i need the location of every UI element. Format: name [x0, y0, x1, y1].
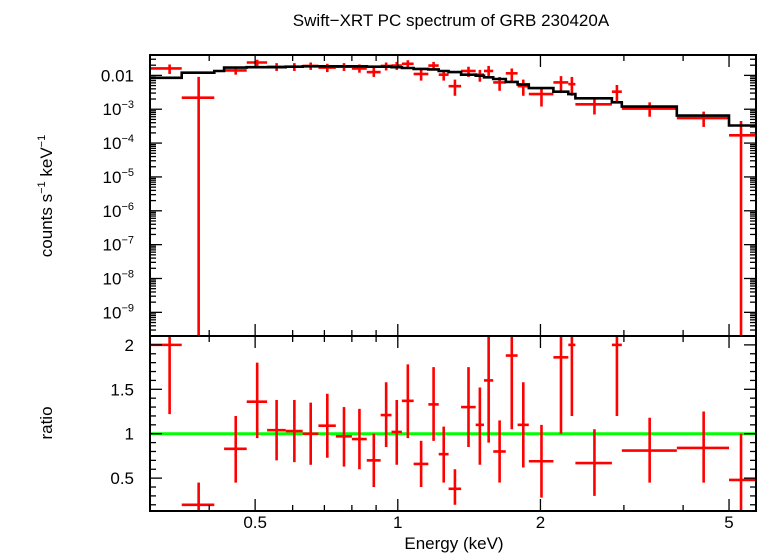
ratio-data-point: [461, 367, 476, 448]
spectrum-panel: 0.01 10−3 10−4 10−5 10−6 10−7 10−8 10−9 counts …: [36, 54, 757, 337]
x-tick-label: 0.5: [243, 513, 267, 532]
ratio-axis-ticks: [149, 335, 756, 511]
spectrum-data-point: [181, 76, 215, 336]
ratio-data-point: [285, 399, 303, 463]
ratio-data-point: [505, 336, 518, 430]
ratio-y-tick-label: 0.5: [110, 469, 134, 488]
spectrum-data-point: [505, 68, 518, 82]
ratio-data-point: [483, 336, 494, 443]
spectrum-data-point: [575, 97, 612, 115]
spectrum-panel-frame: [149, 54, 757, 337]
ratio-y-axis-title: ratio: [37, 406, 56, 439]
y-tick-label: 10−5: [103, 167, 134, 187]
ratio-data-point: [391, 399, 402, 465]
ratio-data-point: [575, 429, 612, 496]
spectrum-data-point: [676, 111, 730, 127]
ratio-data-point: [676, 411, 730, 483]
y-tick-label: 0.01: [101, 66, 134, 85]
spectrum-data-point: [246, 59, 268, 66]
spectrum-data-point: [528, 87, 554, 107]
y-tick-label: 10−6: [103, 201, 134, 221]
ratio-panel-frame: [149, 335, 757, 512]
ratio-data-group: [150, 336, 756, 511]
spectrum-axis-ticks: [149, 54, 756, 337]
ratio-data-point: [181, 482, 215, 511]
spectrum-data-point: [621, 102, 677, 117]
ratio-data-point: [611, 336, 622, 416]
y-tick-label: 10−3: [103, 99, 134, 119]
ratio-data-point: [568, 336, 576, 416]
x-axis-title: Energy (keV): [404, 534, 503, 553]
y-tick-label: 10−4: [103, 133, 134, 153]
x-tick-label: 5: [724, 513, 733, 532]
energy-x-tick-labels: 0.5 1 2 5: [243, 513, 733, 532]
spectrum-data-point: [553, 76, 569, 94]
ratio-data-point: [413, 440, 429, 488]
ratio-data-point: [302, 402, 319, 465]
spectrum-data-point: [413, 69, 429, 81]
spectrum-data-point: [366, 67, 381, 77]
spectrum-y-axis-title: counts s−1 keV−1: [36, 135, 56, 257]
ratio-data-point: [366, 433, 381, 488]
y-tick-label: 10−9: [103, 302, 134, 322]
ratio-data-point: [438, 426, 449, 483]
spectrum-data-point: [401, 60, 414, 68]
spectrum-data-point: [448, 79, 462, 96]
spectrum-data-point: [729, 120, 756, 336]
spectrum-data-point: [517, 79, 529, 96]
ratio-data-point: [517, 382, 529, 468]
ratio-data-point: [401, 364, 414, 439]
ratio-data-point: [729, 433, 756, 511]
ratio-y-tick-label: 2: [125, 336, 134, 355]
ratio-data-point: [380, 382, 392, 448]
ratio-data-point: [448, 469, 462, 505]
chart-title: Swift−XRT PC spectrum of GRB 230420A: [293, 11, 610, 30]
y-tick-label: 10−8: [103, 268, 134, 288]
ratio-data-point: [351, 408, 367, 470]
x-tick-label: 1: [393, 513, 402, 532]
ratio-data-point: [493, 420, 506, 483]
ratio-data-point: [428, 367, 439, 441]
spectrum-data-point: [483, 65, 494, 78]
ratio-data-point: [528, 424, 554, 498]
ratio-data-point: [335, 407, 352, 467]
spectrum-data-point: [150, 64, 182, 74]
ratio-data-point: [267, 399, 286, 461]
ratio-panel: 0.5 1 1.5 2 0.5 1 2 5 ratio Energy (keV): [37, 335, 757, 553]
ratio-data-point: [553, 336, 569, 434]
ratio-data-point: [150, 336, 182, 415]
spectrum-data-point: [611, 84, 622, 104]
spectrum-data-point: [568, 76, 576, 96]
x-tick-label: 2: [536, 513, 545, 532]
ratio-y-tick-labels: 0.5 1 1.5 2: [110, 336, 134, 488]
ratio-data-point: [246, 362, 268, 439]
spectrum-model-line: [150, 65, 756, 127]
ratio-data-point: [318, 393, 336, 458]
spectrum-y-tick-labels: 0.01 10−3 10−4 10−5 10−6 10−7 10−8 10−9: [101, 66, 134, 322]
ratio-data-point: [224, 415, 247, 483]
ratio-data-point: [475, 387, 484, 465]
ratio-y-tick-label: 1.5: [110, 380, 134, 399]
spectrum-data-group: [150, 59, 756, 336]
ratio-data-point: [621, 417, 677, 483]
ratio-y-tick-label: 1: [125, 425, 134, 444]
y-tick-label: 10−7: [103, 235, 134, 255]
